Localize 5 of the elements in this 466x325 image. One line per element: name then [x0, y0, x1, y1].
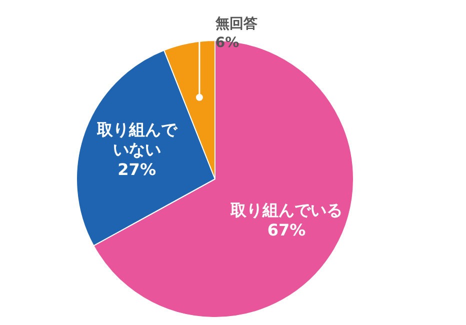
- data-label: 27%: [118, 160, 156, 180]
- slice-label: 取り組んでいる: [230, 200, 343, 220]
- slice-label: 無回答: [214, 16, 258, 32]
- data-label: 67%: [267, 220, 306, 240]
- slice-label: 取り組んでいない: [96, 120, 178, 160]
